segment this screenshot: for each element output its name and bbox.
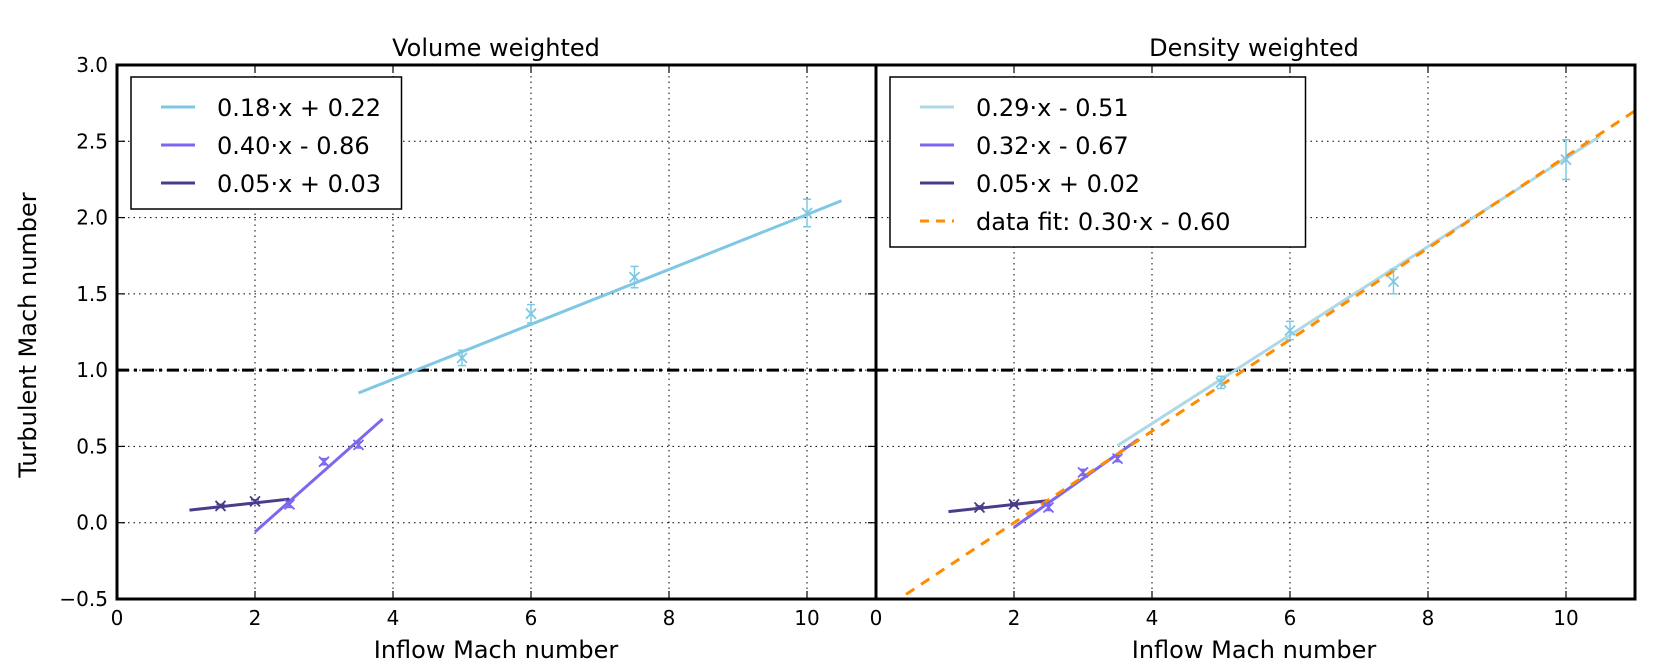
fit-line: [357, 199, 843, 395]
legend-label: 0.05·x + 0.02: [976, 170, 1140, 198]
data-point: [1560, 153, 1572, 166]
x-tick-label: 4: [387, 606, 400, 630]
density-weighted-panel: Density weighted Inflow Mach number 0 2 4 6…: [870, 34, 1637, 664]
y-tick-label: 1.5: [76, 282, 108, 306]
marker-stroke: [283, 498, 296, 511]
marker-stroke: [352, 439, 365, 451]
data-point: [525, 308, 537, 320]
marker-stroke: [249, 495, 261, 507]
legend-box: [130, 76, 403, 210]
data-point: [456, 352, 468, 364]
legend-label: data fit: 0.30·x - 0.60: [976, 208, 1231, 236]
fit-line: [189, 497, 290, 512]
y-axis-label: Turbulent Mach number: [14, 192, 42, 478]
marker-stroke: [1560, 153, 1572, 166]
y-tick-label: −0.5: [59, 587, 108, 611]
y-tick-label: 2.0: [76, 206, 108, 230]
data-point: [973, 501, 986, 514]
marker-stroke: [628, 271, 641, 283]
legend-label: 0.18·x + 0.22: [217, 94, 381, 122]
marker-stroke: [1111, 452, 1124, 465]
fit-line: [1116, 134, 1602, 447]
fit-line: [254, 417, 384, 533]
legend-label: 0.32·x - 0.67: [976, 132, 1129, 160]
x-tick-label: 10: [1553, 606, 1578, 630]
marker-stroke: [1284, 324, 1296, 337]
marker-stroke: [525, 308, 537, 320]
legend: 0.18·x + 0.22 0.40·x - 0.86 0.05·x + 0.03: [130, 76, 403, 210]
legend-label: 0.40·x - 0.86: [217, 132, 370, 160]
data-point: [1111, 452, 1124, 465]
data-point: [214, 500, 227, 512]
x-tick-label: 8: [1422, 606, 1435, 630]
data-point: [1008, 498, 1020, 511]
fit-line: [896, 109, 1635, 599]
x-tick-label: 8: [663, 606, 676, 630]
x-tick-label: 2: [1008, 606, 1021, 630]
x-tick-label: 0: [870, 606, 883, 630]
plot-area: [117, 198, 876, 533]
marker-stroke: [1077, 466, 1089, 479]
y-tick-label: 0.5: [76, 434, 108, 458]
data-point: [1284, 324, 1296, 337]
x-tick-label: 4: [1146, 606, 1159, 630]
y-tick-label: 3.0: [76, 53, 108, 77]
marker-stroke: [1008, 498, 1020, 511]
data-point: [352, 439, 365, 451]
legend-box: [889, 76, 1307, 248]
x-tick-label: 6: [525, 606, 538, 630]
x-tick-label: 2: [249, 606, 262, 630]
legend-label: 0.05·x + 0.03: [217, 170, 381, 198]
marker-stroke: [214, 500, 227, 512]
data-point: [249, 495, 261, 507]
marker-stroke: [973, 501, 986, 514]
legend: 0.29·x - 0.51 0.32·x - 0.67 0.05·x + 0.02 d…: [889, 76, 1307, 248]
y-tick-label: 2.5: [76, 129, 108, 153]
x-tick-label: 6: [1284, 606, 1297, 630]
y-tick-label: 1.0: [76, 358, 108, 382]
marker-stroke: [1042, 501, 1055, 514]
data-point: [628, 271, 641, 283]
data-point: [1387, 276, 1400, 288]
plot-area: [876, 109, 1635, 599]
volume-weighted-panel: Volume weighted Inflow Mach number 0 2 4 6 8…: [59, 34, 878, 664]
x-axis-label: Inflow Mach number: [1132, 636, 1377, 664]
data-point: [318, 456, 330, 468]
x-axis-label: Inflow Mach number: [374, 636, 619, 664]
plot-frame: [874, 63, 1637, 601]
marker-stroke: [456, 352, 468, 364]
x-tick-label: 0: [111, 606, 124, 630]
data-point: [1215, 376, 1227, 388]
fit-line: [948, 499, 1049, 514]
y-tick-label: 0.0: [76, 511, 108, 535]
x-tick-label: 10: [794, 606, 819, 630]
panel-title: Density weighted: [1149, 34, 1359, 62]
data-point: [283, 498, 296, 511]
marker-stroke: [1215, 376, 1227, 388]
data-point: [1077, 466, 1089, 479]
marker-stroke: [801, 207, 813, 219]
legend-label: 0.29·x - 0.51: [976, 94, 1129, 122]
marker-stroke: [1387, 276, 1400, 288]
panel-title: Volume weighted: [392, 34, 600, 62]
data-point: [801, 207, 813, 219]
marker-stroke: [318, 456, 330, 468]
data-point: [1042, 501, 1055, 514]
